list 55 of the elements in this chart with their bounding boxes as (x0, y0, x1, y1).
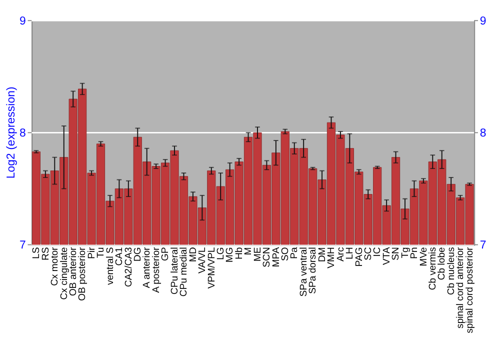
x-tick-label: Cx cingulate (58, 247, 70, 300)
x-tick-label: ME (252, 247, 264, 262)
x-tick-label: SC (362, 247, 374, 260)
y-tick-label: 7 (19, 240, 26, 252)
x-tick-label: A anterior (142, 246, 153, 288)
x-tick-label: CA1 (114, 247, 126, 266)
x-tick-label: LS (31, 247, 42, 259)
x-tick-label: PAG (354, 247, 365, 267)
x-tick-label: SPa ventral (298, 247, 310, 297)
x-tick-label: spinal cord posterior (464, 246, 476, 334)
x-tick-label: CPu medial (178, 247, 190, 297)
y2-tick-label: 7 (480, 240, 486, 252)
x-tick-label: CPu lateral (169, 247, 180, 294)
x-tick-label: LG (215, 247, 226, 260)
x-tick-label: Pn (409, 247, 420, 259)
x-tick-label: Cb nucleus (446, 246, 457, 295)
x-tick-label: Tu (96, 247, 107, 258)
x-tick-label: LH (344, 247, 356, 260)
x-tick-label: Pir (86, 246, 98, 259)
x-tick-label: VA/VL (197, 247, 208, 274)
x-tick-label: OB posterior (77, 246, 88, 301)
y-axis-title: Log2 (expression) (5, 86, 18, 179)
x-tick-label: DG (132, 247, 144, 262)
x-tick-label: Hb (234, 247, 245, 260)
x-tick-label: MVe (418, 247, 430, 266)
x-tick-label: Cx motor (50, 246, 61, 286)
x-tick-label: MD (188, 247, 199, 262)
x-tick-label: DM (316, 247, 328, 262)
x-tick-label: CA2/CA3 (123, 247, 134, 288)
x-tick-label: GP (160, 247, 172, 261)
x-tick-label: VTA (381, 246, 392, 266)
x-tick-label: M (243, 247, 254, 256)
x-tick-label: SPa dorsal (308, 247, 319, 294)
x-tick-label: ventral S (104, 247, 116, 285)
x-tick-label: SCN (262, 247, 273, 268)
x-tick-label: SO (280, 247, 292, 261)
x-tick-label: VPM/VPL (206, 247, 218, 289)
x-tick-label: OB anterior (68, 246, 79, 296)
x-tick-label: MG (224, 247, 236, 263)
y-tick-label: 8 (19, 127, 26, 140)
x-tick-label: VMH (326, 247, 338, 268)
x-tick-label: RS (40, 247, 52, 260)
x-tick-label: Cb lobe (436, 247, 448, 280)
x-tick-label: Tg (400, 247, 411, 258)
x-tick-label: SN (390, 247, 402, 260)
y2-tick-label: 9 (480, 15, 486, 28)
x-tick-label: spinal cord anterior (455, 246, 466, 328)
y-tick-label: 9 (19, 15, 26, 28)
x-tick-label: Pa (289, 246, 300, 259)
y2-tick-label: 8 (480, 127, 486, 140)
x-tick-label: Arc (335, 246, 346, 262)
x-tick-label: A posterior (150, 246, 162, 293)
x-tick-label: MPA (270, 246, 282, 268)
x-tick-label: Cb vermis (428, 246, 439, 290)
x-tick-label: IC (372, 247, 384, 257)
